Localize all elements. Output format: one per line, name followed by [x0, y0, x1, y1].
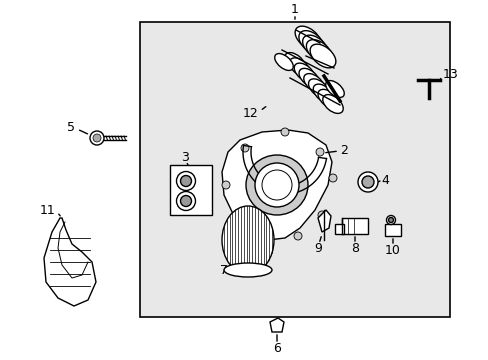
- Circle shape: [357, 172, 377, 192]
- Circle shape: [90, 131, 104, 145]
- Ellipse shape: [245, 155, 307, 215]
- Text: 4: 4: [380, 174, 388, 186]
- Text: 7: 7: [220, 264, 227, 276]
- Circle shape: [234, 211, 242, 219]
- Circle shape: [93, 134, 101, 142]
- Ellipse shape: [284, 53, 305, 71]
- Ellipse shape: [222, 206, 273, 274]
- Circle shape: [180, 176, 191, 186]
- Text: 6: 6: [272, 342, 281, 355]
- Text: 9: 9: [313, 242, 321, 255]
- Text: 1: 1: [290, 3, 298, 15]
- Text: 12: 12: [242, 107, 258, 120]
- Circle shape: [293, 232, 302, 240]
- Text: 3: 3: [181, 150, 188, 163]
- Ellipse shape: [254, 163, 298, 207]
- Circle shape: [328, 174, 336, 182]
- Ellipse shape: [308, 79, 328, 98]
- Ellipse shape: [262, 170, 291, 200]
- Polygon shape: [317, 210, 330, 232]
- Ellipse shape: [325, 81, 344, 98]
- Text: 2: 2: [339, 144, 347, 157]
- Ellipse shape: [224, 263, 271, 277]
- Bar: [341, 218, 367, 234]
- Text: 10: 10: [384, 243, 400, 257]
- Ellipse shape: [309, 44, 335, 68]
- Text: 8: 8: [350, 242, 358, 255]
- Text: 11: 11: [39, 203, 55, 216]
- Ellipse shape: [302, 35, 328, 59]
- Bar: [140, 22, 449, 317]
- Text: 5: 5: [67, 121, 75, 134]
- Ellipse shape: [306, 40, 331, 63]
- Ellipse shape: [303, 73, 324, 93]
- Polygon shape: [269, 318, 284, 332]
- Circle shape: [281, 128, 288, 136]
- Bar: [170, 165, 212, 215]
- Circle shape: [241, 144, 248, 152]
- Ellipse shape: [322, 95, 343, 113]
- Circle shape: [258, 231, 265, 239]
- Ellipse shape: [289, 58, 309, 77]
- Circle shape: [222, 181, 229, 189]
- Text: 13: 13: [442, 68, 458, 81]
- Circle shape: [315, 148, 324, 156]
- Ellipse shape: [294, 63, 314, 82]
- Bar: [384, 224, 400, 236]
- Ellipse shape: [295, 26, 320, 50]
- Polygon shape: [222, 130, 331, 240]
- Circle shape: [387, 217, 393, 222]
- Polygon shape: [44, 218, 96, 306]
- Ellipse shape: [274, 54, 293, 71]
- Bar: [334, 224, 343, 234]
- Ellipse shape: [298, 68, 319, 87]
- Circle shape: [317, 211, 325, 219]
- Ellipse shape: [317, 89, 338, 108]
- Circle shape: [180, 195, 191, 207]
- Ellipse shape: [298, 31, 324, 54]
- Ellipse shape: [313, 84, 333, 103]
- Circle shape: [176, 192, 195, 211]
- Circle shape: [361, 176, 373, 188]
- Circle shape: [386, 216, 395, 225]
- Circle shape: [176, 171, 195, 190]
